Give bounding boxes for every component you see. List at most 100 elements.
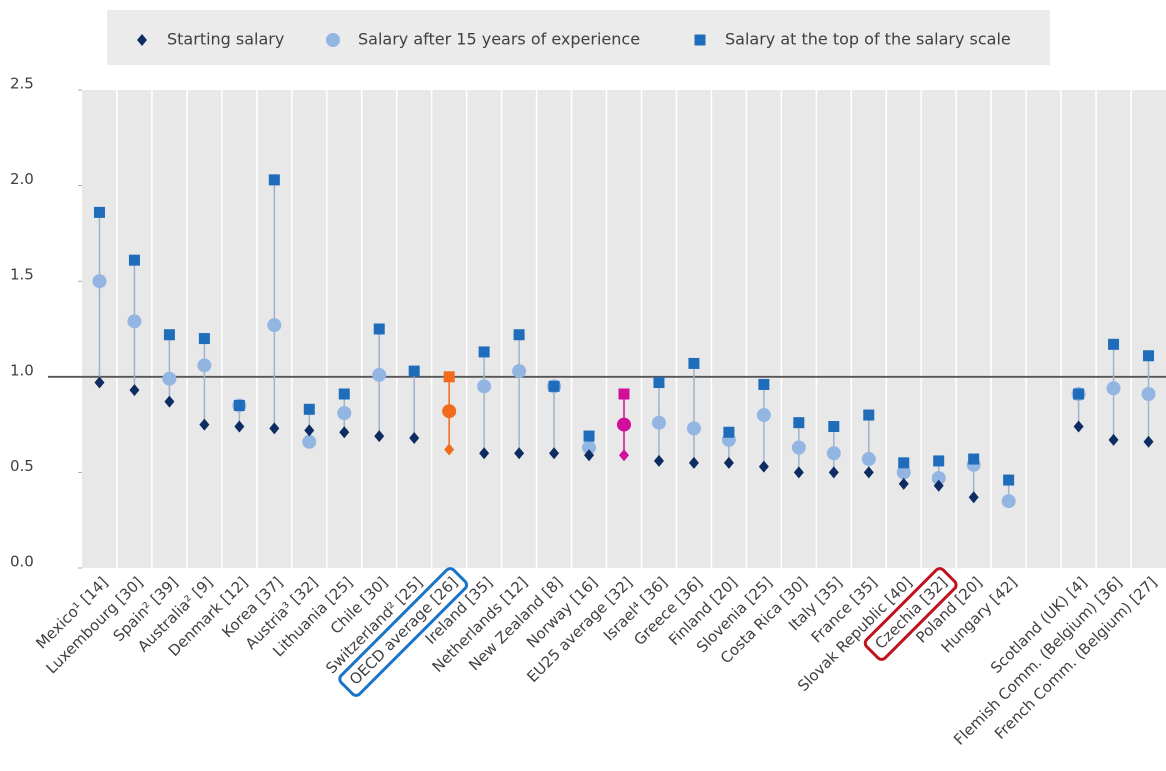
diamond-marker xyxy=(409,431,420,444)
circle-marker xyxy=(442,404,457,419)
y-tick-label: 0.5 xyxy=(10,457,34,475)
circle-marker xyxy=(162,371,177,386)
y-tick-label: 2.5 xyxy=(10,75,34,93)
square-marker xyxy=(373,323,385,335)
legend-box xyxy=(107,10,1050,65)
legend-label: Salary after 15 years of experience xyxy=(358,30,640,49)
square-marker xyxy=(898,457,910,469)
diamond-marker xyxy=(723,456,734,469)
circle-marker xyxy=(791,440,806,455)
diamond-marker xyxy=(1143,435,1154,448)
square-marker xyxy=(723,426,735,438)
square-marker xyxy=(828,421,840,433)
square-marker xyxy=(268,174,280,186)
circle-marker xyxy=(686,421,701,436)
circle-marker xyxy=(617,417,631,432)
diamond-marker xyxy=(374,430,385,443)
square-marker xyxy=(758,378,770,390)
circle-marker xyxy=(477,379,492,394)
y-tick-label: 0.0 xyxy=(10,553,34,571)
circle-marker xyxy=(337,406,352,421)
square-marker xyxy=(653,377,665,389)
square-marker xyxy=(233,399,245,411)
square-marker xyxy=(408,365,420,377)
square-marker xyxy=(198,333,210,345)
square-marker xyxy=(163,329,175,341)
diamond-marker xyxy=(828,466,839,479)
diamond-marker xyxy=(234,420,245,433)
diamond-marker xyxy=(863,466,874,479)
diamond-marker xyxy=(968,491,979,504)
square-marker xyxy=(968,453,980,465)
square-marker xyxy=(93,206,105,218)
square-marker xyxy=(793,417,805,429)
diamond-marker xyxy=(137,34,147,46)
square-marker xyxy=(303,403,315,415)
circle-marker xyxy=(302,434,317,449)
circle-marker xyxy=(582,440,597,455)
circle-marker xyxy=(512,364,527,379)
square-marker xyxy=(338,388,350,400)
circle-marker xyxy=(267,318,282,333)
circle-marker xyxy=(326,33,340,47)
square-marker xyxy=(694,34,706,46)
diamond-marker xyxy=(514,447,525,460)
square-marker xyxy=(548,380,560,392)
circle-marker xyxy=(197,358,212,373)
diamond-marker xyxy=(129,384,140,397)
circle-marker xyxy=(1141,387,1156,402)
square-marker xyxy=(1073,388,1085,400)
diamond-marker xyxy=(653,454,664,467)
circle-marker xyxy=(756,408,771,423)
square-marker xyxy=(128,254,140,266)
y-tick-label: 1.0 xyxy=(10,361,34,379)
label-highlight-box xyxy=(863,567,958,661)
legend-label: Starting salary xyxy=(167,30,284,49)
square-marker xyxy=(583,430,595,442)
circle-marker xyxy=(92,274,107,289)
circle-marker xyxy=(651,415,666,430)
diamond-marker xyxy=(339,426,350,439)
square-marker xyxy=(618,388,630,400)
diamond-marker xyxy=(793,466,804,479)
diamond-marker xyxy=(688,456,699,469)
y-tick-label: 2.0 xyxy=(10,170,34,188)
circle-marker xyxy=(826,446,841,461)
diamond-marker xyxy=(898,477,909,490)
circle-marker xyxy=(931,471,946,486)
diamond-marker xyxy=(549,447,560,460)
label-highlight-box xyxy=(338,567,469,697)
square-marker xyxy=(478,346,490,358)
diamond-marker xyxy=(1073,420,1084,433)
square-marker xyxy=(863,409,875,421)
square-marker xyxy=(1108,338,1120,350)
square-marker xyxy=(688,357,700,369)
diamond-marker xyxy=(444,443,455,456)
diamond-marker xyxy=(304,424,315,437)
circle-marker xyxy=(1001,494,1016,509)
square-marker xyxy=(513,329,525,341)
square-marker xyxy=(933,455,945,467)
diamond-marker xyxy=(479,447,490,460)
diamond-marker xyxy=(933,479,944,492)
circle-marker xyxy=(1106,381,1121,396)
diamond-marker xyxy=(584,449,595,462)
diamond-marker xyxy=(199,418,210,431)
circle-marker xyxy=(896,465,911,480)
diamond-marker xyxy=(164,395,175,408)
circle-marker xyxy=(127,314,142,329)
circle-marker xyxy=(861,452,876,467)
y-tick-label: 1.5 xyxy=(10,266,34,284)
diamond-marker xyxy=(94,376,105,389)
diamond-marker xyxy=(269,422,280,435)
circle-marker xyxy=(372,367,387,382)
legend-label: Salary at the top of the salary scale xyxy=(725,30,1011,49)
square-marker xyxy=(1143,350,1155,362)
x-tick-label: Flemish Comm. (Belgium) [36] xyxy=(950,573,1125,748)
diamond-marker xyxy=(619,449,629,462)
square-marker xyxy=(443,371,455,383)
diamond-marker xyxy=(1108,433,1119,446)
square-marker xyxy=(1003,474,1015,486)
plot-area xyxy=(82,90,1166,568)
